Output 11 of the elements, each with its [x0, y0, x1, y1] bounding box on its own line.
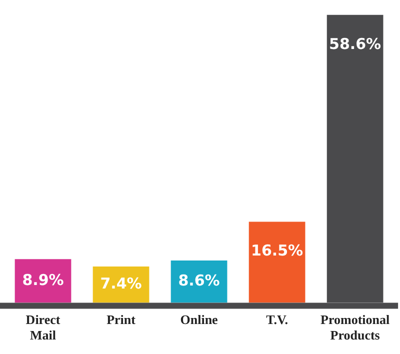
data-label: 8.9%: [22, 270, 64, 289]
data-label: 58.6%: [329, 34, 382, 53]
x-tick-label: Promotional Products: [320, 312, 390, 343]
x-tick-label: Direct Mail: [26, 312, 61, 343]
data-label: 7.4%: [100, 274, 142, 293]
x-tick-label: T.V.: [266, 312, 288, 327]
data-label: 8.6%: [178, 272, 220, 290]
data-label: 16.5%: [251, 242, 304, 260]
x-tick-label: Print: [106, 312, 136, 327]
bar: [248, 222, 306, 303]
x-tick-label: Online: [180, 312, 218, 327]
